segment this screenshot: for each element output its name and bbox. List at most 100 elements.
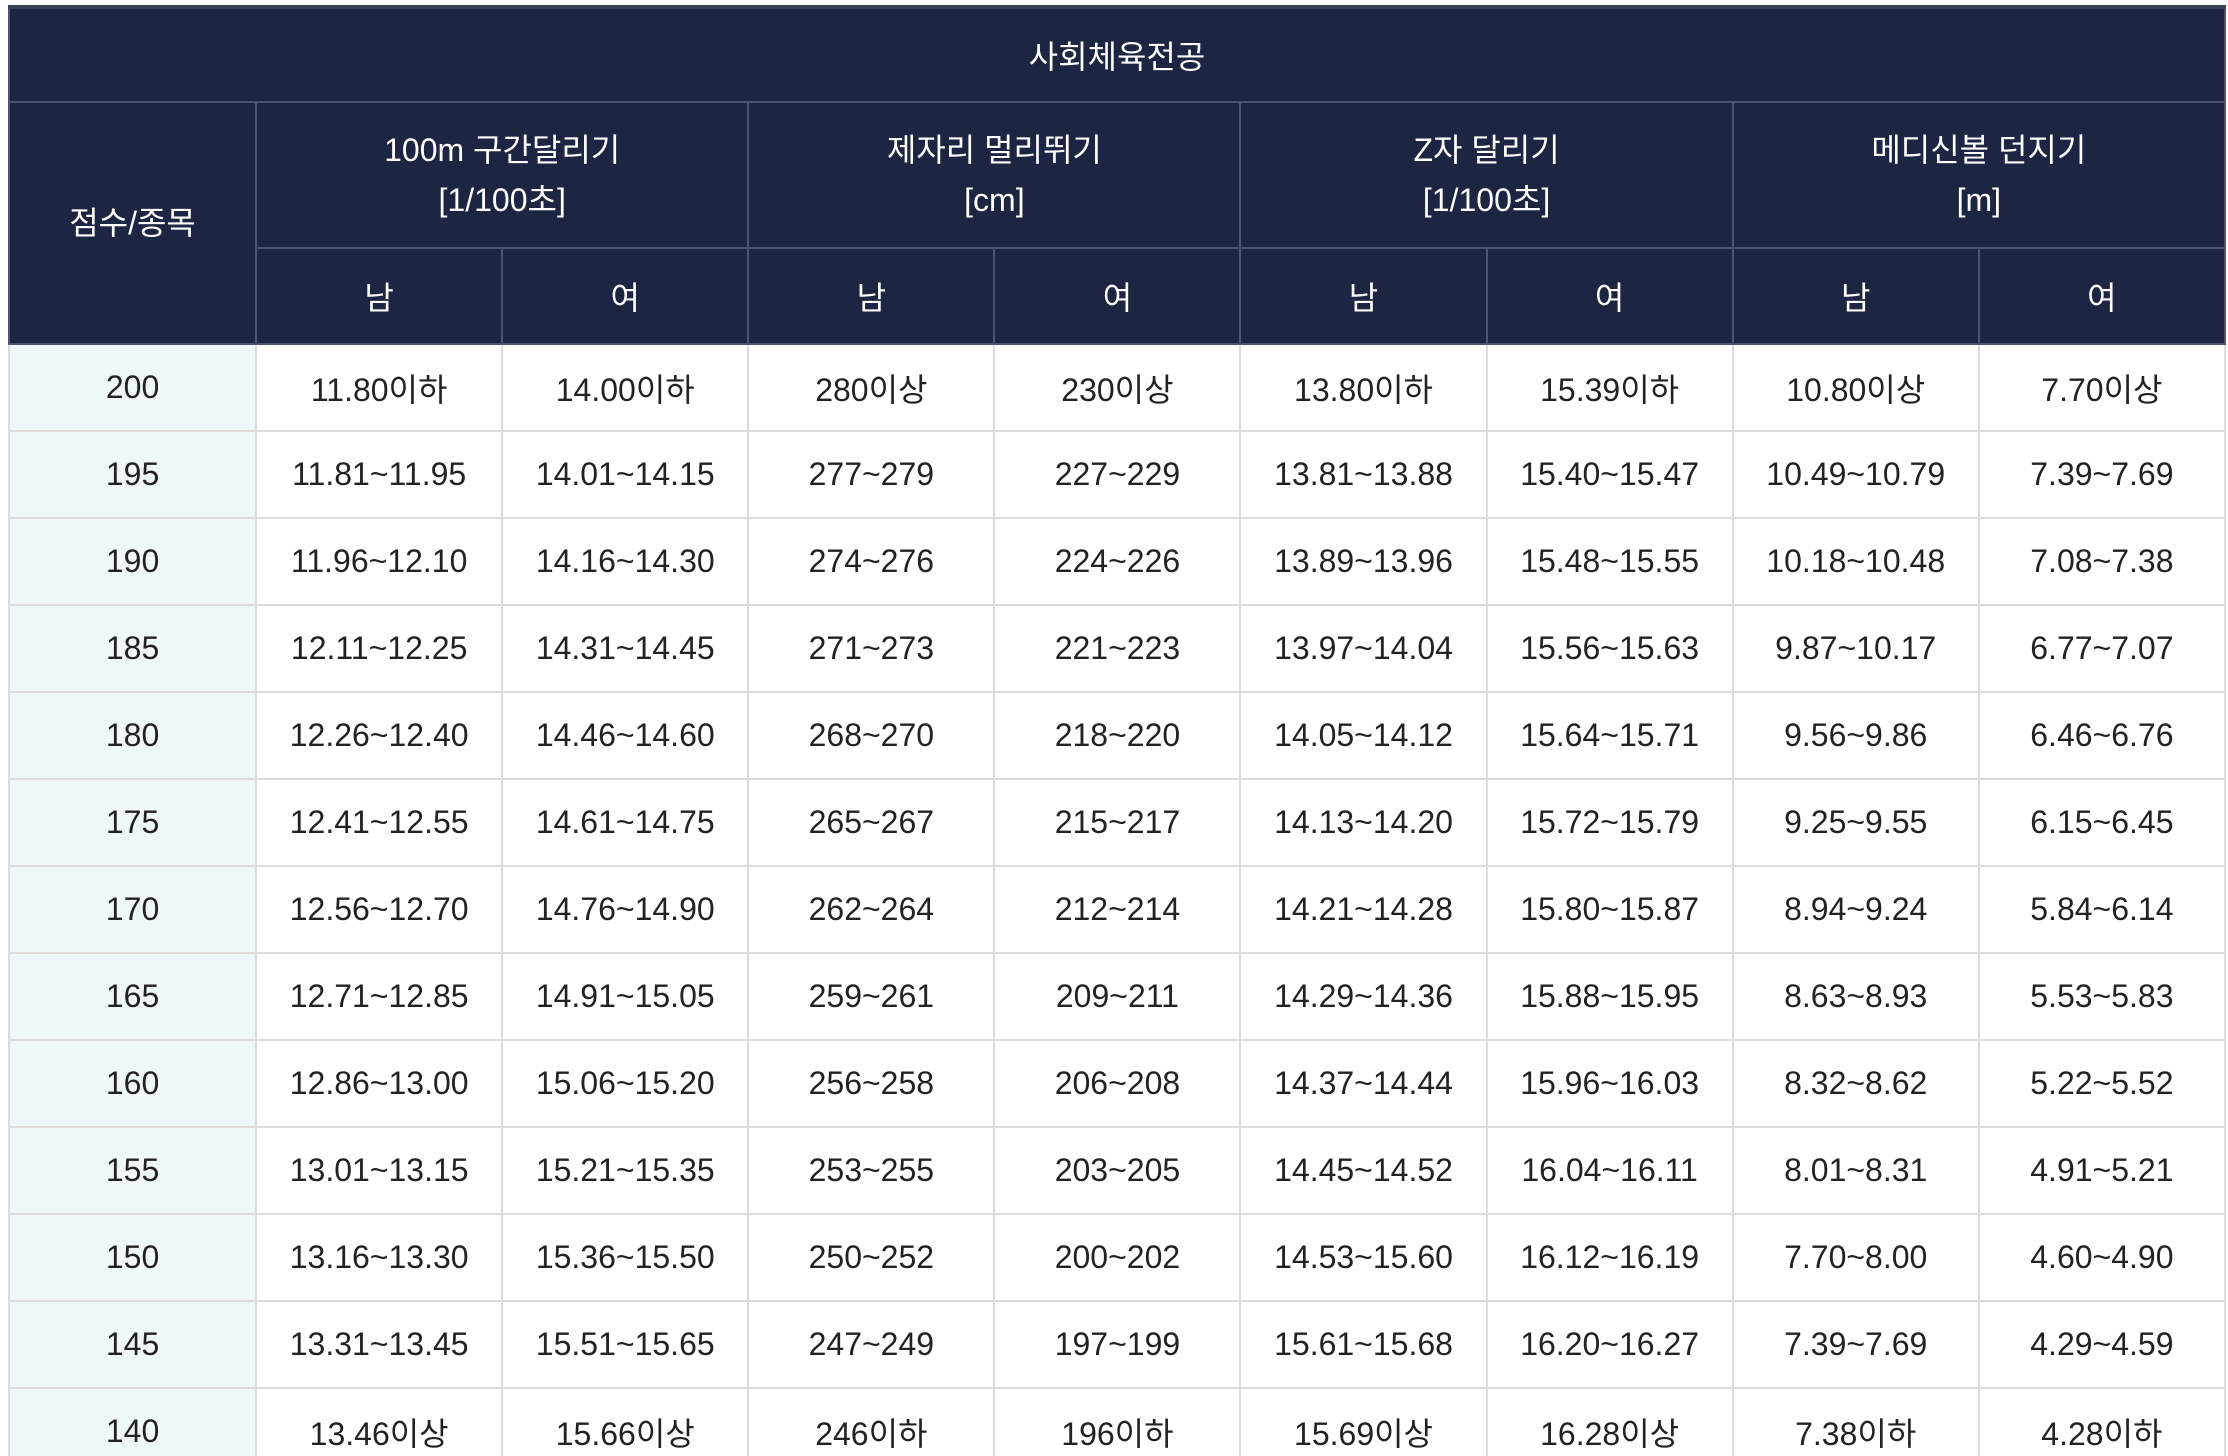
value-cell: 4.91~5.21 <box>1977 1126 2227 1215</box>
value-cell: 224~226 <box>993 517 1242 606</box>
value-cell: 14.21~14.28 <box>1239 865 1488 954</box>
event-header-medicine-ball: 메디신볼 던지기 [m] <box>1731 101 2227 249</box>
value-cell: 14.13~14.20 <box>1239 778 1488 867</box>
value-cell: 15.06~15.20 <box>501 1039 750 1128</box>
event-name: 메디신볼 던지기 <box>1871 132 2087 168</box>
value-cell: 221~223 <box>993 604 1242 693</box>
table-row: 180 12.26~12.40 14.46~14.60 268~270 218~220 1… <box>7 691 2227 780</box>
value-cell: 5.22~5.52 <box>1977 1039 2227 1128</box>
score-cell: 150 <box>7 1213 258 1302</box>
value-cell: 212~214 <box>993 865 1242 954</box>
value-cell: 14.00이하 <box>501 343 750 432</box>
value-cell: 8.94~9.24 <box>1731 865 1980 954</box>
value-cell: 16.28이상 <box>1485 1387 1734 1456</box>
value-cell: 15.69이상 <box>1239 1387 1488 1456</box>
value-cell: 15.66이상 <box>501 1387 750 1456</box>
value-cell: 14.31~14.45 <box>501 604 750 693</box>
value-cell: 8.32~8.62 <box>1731 1039 1980 1128</box>
score-table: 사회체육전공 점수/종목 100m 구간달리기 [1/100초] 제자리 멀리뛰… <box>7 5 2227 1456</box>
value-cell: 14.37~14.44 <box>1239 1039 1488 1128</box>
value-cell: 14.29~14.36 <box>1239 952 1488 1041</box>
value-cell: 13.16~13.30 <box>255 1213 504 1302</box>
event-unit: [1/100초] <box>1422 182 1551 218</box>
score-cell: 180 <box>7 691 258 780</box>
gender-header-male: 남 <box>255 247 504 345</box>
value-cell: 6.77~7.07 <box>1977 604 2227 693</box>
value-cell: 200~202 <box>993 1213 1242 1302</box>
value-cell: 12.71~12.85 <box>255 952 504 1041</box>
table-body: 200 11.80이하 14.00이하 280이상 230이상 13.80이하 15.39이… <box>7 343 2227 1456</box>
value-cell: 15.39이하 <box>1485 343 1734 432</box>
value-cell: 209~211 <box>993 952 1242 1041</box>
event-header-long-jump: 제자리 멀리뛰기 [cm] <box>747 101 1242 249</box>
value-cell: 280이상 <box>747 343 996 432</box>
value-cell: 14.76~14.90 <box>501 865 750 954</box>
value-cell: 206~208 <box>993 1039 1242 1128</box>
value-cell: 4.60~4.90 <box>1977 1213 2227 1302</box>
value-cell: 15.56~15.63 <box>1485 604 1734 693</box>
value-cell: 15.64~15.71 <box>1485 691 1734 780</box>
score-cell: 145 <box>7 1300 258 1389</box>
value-cell: 13.89~13.96 <box>1239 517 1488 606</box>
gender-header-row: 남 여 남 여 남 여 남 여 <box>9 247 2227 345</box>
value-cell: 7.70이상 <box>1977 343 2227 432</box>
value-cell: 13.01~13.15 <box>255 1126 504 1215</box>
value-cell: 13.46이상 <box>255 1387 504 1456</box>
value-cell: 7.70~8.00 <box>1731 1213 1980 1302</box>
table-row: 165 12.71~12.85 14.91~15.05 259~261 209~211 1… <box>7 952 2227 1041</box>
score-cell: 185 <box>7 604 258 693</box>
value-cell: 14.01~14.15 <box>501 430 750 519</box>
value-cell: 7.08~7.38 <box>1977 517 2227 606</box>
value-cell: 14.61~14.75 <box>501 778 750 867</box>
value-cell: 15.72~15.79 <box>1485 778 1734 867</box>
score-cell: 155 <box>7 1126 258 1215</box>
value-cell: 13.97~14.04 <box>1239 604 1488 693</box>
value-cell: 13.80이하 <box>1239 343 1488 432</box>
score-cell: 200 <box>7 343 258 432</box>
value-cell: 230이상 <box>993 343 1242 432</box>
gender-header-female: 여 <box>1485 247 1734 345</box>
value-cell: 15.51~15.65 <box>501 1300 750 1389</box>
value-cell: 256~258 <box>747 1039 996 1128</box>
value-cell: 13.31~13.45 <box>255 1300 504 1389</box>
value-cell: 16.12~16.19 <box>1485 1213 1734 1302</box>
value-cell: 10.80이상 <box>1731 343 1980 432</box>
value-cell: 14.16~14.30 <box>501 517 750 606</box>
value-cell: 16.20~16.27 <box>1485 1300 1734 1389</box>
table-row: 155 13.01~13.15 15.21~15.35 253~255 203~205 1… <box>7 1126 2227 1215</box>
value-cell: 227~229 <box>993 430 1242 519</box>
table-row: 145 13.31~13.45 15.51~15.65 247~249 197~199 1… <box>7 1300 2227 1389</box>
value-cell: 7.38이하 <box>1731 1387 1980 1456</box>
value-cell: 246이하 <box>747 1387 996 1456</box>
table-title: 사회체육전공 <box>8 5 2226 103</box>
event-name: 제자리 멀리뛰기 <box>886 132 1102 168</box>
table-row: 185 12.11~12.25 14.31~14.45 271~273 221~223 1… <box>7 604 2227 693</box>
score-cell: 195 <box>7 430 258 519</box>
value-cell: 14.46~14.60 <box>501 691 750 780</box>
value-cell: 9.56~9.86 <box>1731 691 1980 780</box>
score-cell: 175 <box>7 778 258 867</box>
value-cell: 14.45~14.52 <box>1239 1126 1488 1215</box>
value-cell: 14.91~15.05 <box>501 952 750 1041</box>
value-cell: 268~270 <box>747 691 996 780</box>
table-row: 160 12.86~13.00 15.06~15.20 256~258 206~208 1… <box>7 1039 2227 1128</box>
value-cell: 218~220 <box>993 691 1242 780</box>
event-unit: [cm] <box>964 182 1025 218</box>
value-cell: 4.29~4.59 <box>1977 1300 2227 1389</box>
table-row: 170 12.56~12.70 14.76~14.90 262~264 212~214 1… <box>7 865 2227 954</box>
value-cell: 9.87~10.17 <box>1731 604 1980 693</box>
gender-header-male: 남 <box>1731 247 1980 345</box>
value-cell: 253~255 <box>747 1126 996 1215</box>
value-cell: 277~279 <box>747 430 996 519</box>
value-cell: 6.46~6.76 <box>1977 691 2227 780</box>
event-header-sprint: 100m 구간달리기 [1/100초] <box>255 101 750 249</box>
value-cell: 9.25~9.55 <box>1731 778 1980 867</box>
value-cell: 13.81~13.88 <box>1239 430 1488 519</box>
value-cell: 196이하 <box>993 1387 1242 1456</box>
value-cell: 8.63~8.93 <box>1731 952 1980 1041</box>
value-cell: 15.36~15.50 <box>501 1213 750 1302</box>
value-cell: 10.18~10.48 <box>1731 517 1980 606</box>
value-cell: 274~276 <box>747 517 996 606</box>
value-cell: 262~264 <box>747 865 996 954</box>
score-cell: 140 <box>7 1387 258 1456</box>
